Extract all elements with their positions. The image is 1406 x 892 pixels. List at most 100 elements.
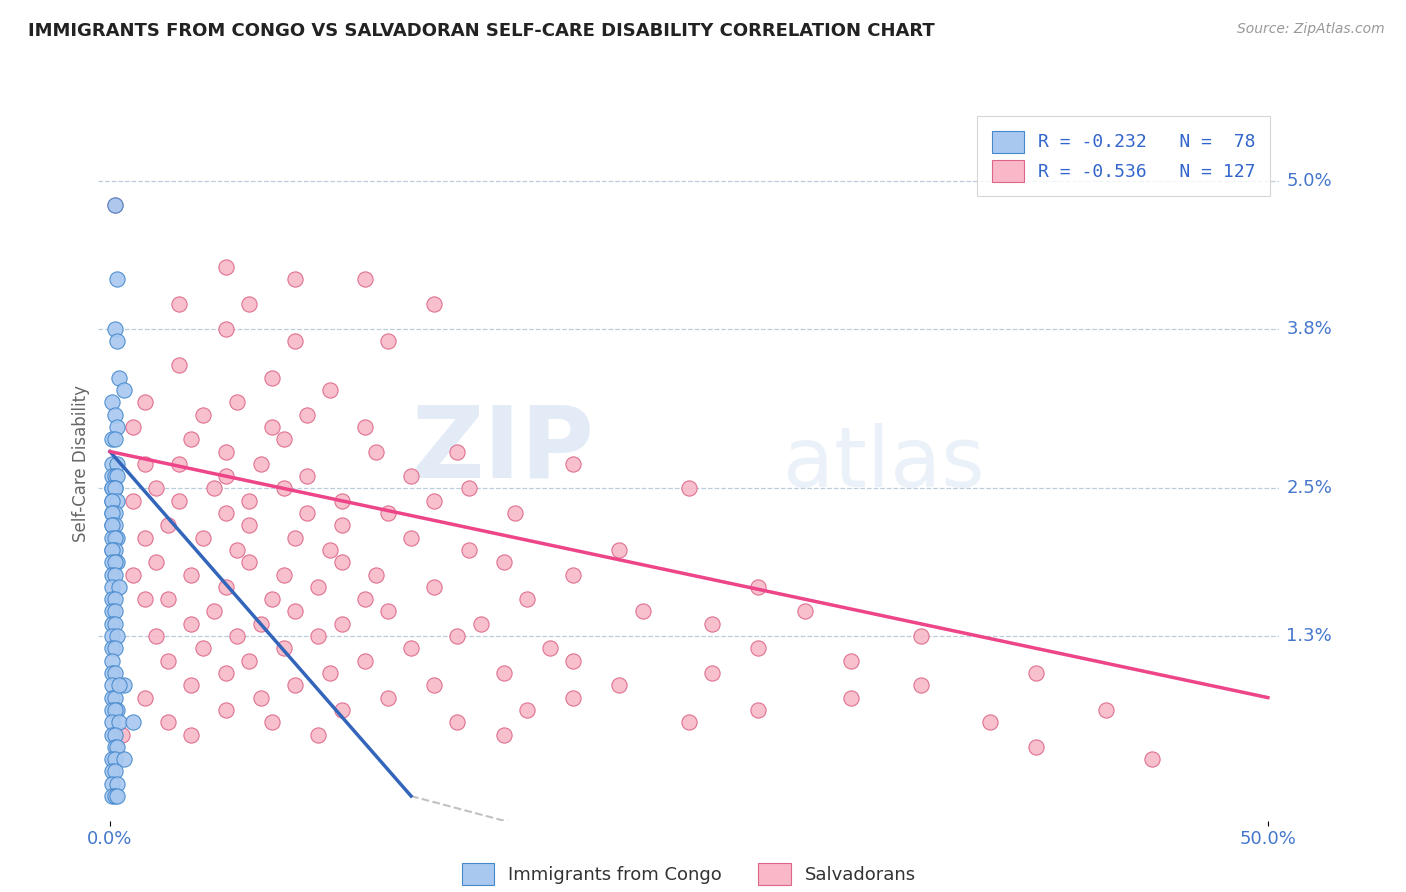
Point	[105, 739, 128, 754]
Y-axis label: Self-Care Disability: Self-Care Disability	[72, 385, 90, 542]
Point	[169, 493, 191, 508]
Point	[273, 482, 295, 496]
Point	[112, 678, 135, 692]
Point	[104, 789, 127, 803]
Point	[134, 531, 156, 545]
Point	[262, 370, 284, 384]
Point	[101, 678, 124, 692]
Point	[105, 703, 128, 717]
Point	[377, 334, 399, 348]
Point	[101, 752, 124, 766]
Point	[678, 715, 700, 730]
Point	[492, 727, 515, 741]
Point	[180, 567, 202, 582]
Point	[104, 605, 127, 619]
Point	[1140, 752, 1163, 766]
Point	[105, 272, 128, 286]
Point	[156, 518, 179, 533]
Point	[101, 665, 124, 680]
Point	[101, 703, 124, 717]
Point	[215, 260, 238, 274]
Point	[122, 420, 145, 434]
Point	[353, 420, 375, 434]
Point	[215, 321, 238, 335]
Point	[910, 629, 932, 643]
Point	[273, 432, 295, 446]
Point	[1025, 739, 1047, 754]
Point	[134, 395, 156, 409]
Text: ZIP: ZIP	[412, 401, 595, 498]
Point	[330, 616, 353, 631]
Point	[101, 518, 124, 533]
Point	[202, 482, 225, 496]
Point	[104, 482, 127, 496]
Point	[249, 690, 271, 705]
Point	[101, 641, 124, 656]
Point	[446, 444, 468, 458]
Point	[366, 567, 388, 582]
Point	[562, 457, 585, 471]
Point	[284, 272, 307, 286]
Point	[104, 482, 127, 496]
Point	[609, 678, 631, 692]
Text: IMMIGRANTS FROM CONGO VS SALVADORAN SELF-CARE DISABILITY CORRELATION CHART: IMMIGRANTS FROM CONGO VS SALVADORAN SELF…	[28, 22, 935, 40]
Point	[134, 457, 156, 471]
Point	[470, 616, 492, 631]
Point	[215, 665, 238, 680]
Point	[446, 629, 468, 643]
Point	[105, 493, 128, 508]
Point	[747, 580, 769, 594]
Text: 5.0%: 5.0%	[1286, 172, 1331, 190]
Point	[503, 506, 526, 520]
Point	[330, 555, 353, 569]
Point	[134, 690, 156, 705]
Point	[104, 555, 127, 569]
Point	[104, 727, 127, 741]
Point	[191, 641, 214, 656]
Point	[284, 531, 307, 545]
Point	[104, 408, 127, 422]
Point	[226, 395, 249, 409]
Point	[104, 506, 127, 520]
Point	[101, 654, 124, 668]
Point	[238, 555, 260, 569]
Point	[399, 641, 422, 656]
Point	[793, 605, 815, 619]
Point	[538, 641, 561, 656]
Point	[108, 580, 131, 594]
Point	[631, 605, 654, 619]
Point	[104, 543, 127, 558]
Point	[104, 321, 127, 335]
Point	[105, 777, 128, 791]
Point	[330, 493, 353, 508]
Point	[101, 592, 124, 607]
Point	[366, 444, 388, 458]
Point	[105, 531, 128, 545]
Point	[105, 334, 128, 348]
Point	[104, 518, 127, 533]
Point	[101, 457, 124, 471]
Point	[110, 727, 132, 741]
Point	[700, 665, 723, 680]
Point	[516, 703, 538, 717]
Point	[105, 469, 128, 483]
Point	[101, 506, 124, 520]
Point	[307, 629, 329, 643]
Point	[423, 580, 446, 594]
Point	[295, 469, 318, 483]
Point	[262, 715, 284, 730]
Point	[446, 715, 468, 730]
Point	[101, 727, 124, 741]
Point	[191, 531, 214, 545]
Legend: Immigrants from Congo, Salvadorans: Immigrants from Congo, Salvadorans	[453, 854, 925, 892]
Point	[101, 531, 124, 545]
Point	[101, 543, 124, 558]
Point	[101, 777, 124, 791]
Point	[101, 469, 124, 483]
Text: atlas: atlas	[783, 424, 986, 504]
Point	[104, 703, 127, 717]
Point	[700, 616, 723, 631]
Point	[122, 567, 145, 582]
Point	[307, 727, 329, 741]
Point	[101, 518, 124, 533]
